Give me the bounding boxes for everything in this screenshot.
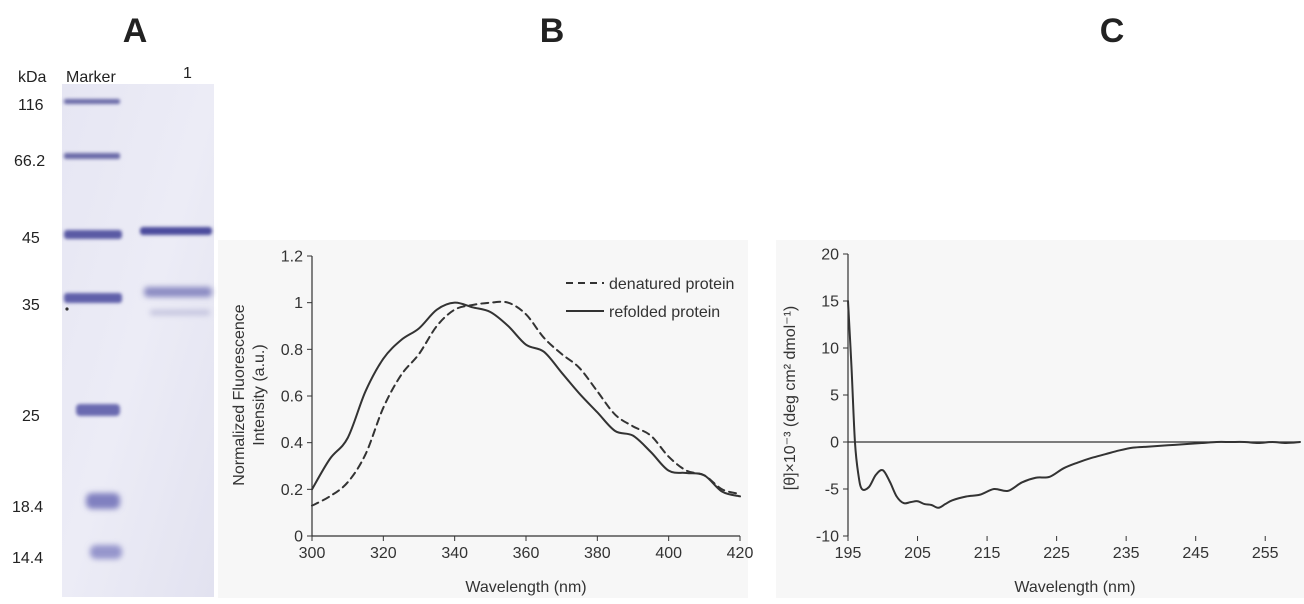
marker-size-label: 18.4 (12, 499, 43, 516)
marker-size-label: 35 (22, 297, 40, 314)
chart-c-y-tick-label: -10 (816, 529, 839, 546)
sample-band (140, 227, 212, 235)
chart-b-y-tick-label: 0.2 (281, 482, 303, 499)
gel-kda-label: kDa (18, 69, 47, 86)
chart-b-y-tick-label: 1 (294, 295, 303, 312)
gel-marker-label: Marker (66, 69, 116, 86)
chart-c-y-tick-label: 10 (821, 341, 839, 358)
marker-band (86, 493, 120, 509)
chart-c-x-axis-label: Wavelength (nm) (1014, 579, 1135, 596)
chart-b-x-tick-label: 420 (727, 545, 754, 562)
marker-band (64, 293, 122, 303)
chart-c-x-tick-label: 245 (1182, 545, 1209, 562)
marker-size-label: 25 (22, 408, 40, 425)
sample-band (144, 287, 212, 297)
marker-band (64, 230, 122, 239)
chart-b-plot-area: 0 0.2 0.4 0.6 0.8 1 1.2 300 320 340 360 380 400 420 (281, 249, 754, 563)
sample-band (150, 310, 210, 315)
chart-c-plot-area: -10 -5 0 5 10 15 20 195 205 215 225 235 245 255 (816, 247, 1301, 562)
chart-c-x-tick-label: 255 (1252, 545, 1279, 562)
marker-size-label: 45 (22, 230, 40, 247)
marker-band (64, 153, 120, 159)
chart-b-x-tick-label: 340 (441, 545, 468, 562)
chart-b-x-tick-label: 320 (370, 545, 397, 562)
panel-letter-a: A (123, 12, 148, 50)
chart-c-y-tick-label: 15 (821, 294, 839, 311)
panel-letter-b: B (540, 12, 565, 50)
chart-c-background (776, 240, 1304, 598)
chart-b-y-tick-label: 0.6 (281, 389, 303, 406)
chart-c: -10 -5 0 5 10 15 20 195 205 215 225 235 245 255 Wavel… (776, 240, 1304, 598)
gel-lane-label: 1 (183, 65, 192, 82)
chart-c-x-tick-label: 225 (1043, 545, 1070, 562)
chart-b-x-tick-label: 360 (513, 545, 540, 562)
chart-b-x-axis-label: Wavelength (nm) (465, 579, 586, 596)
chart-b-background (218, 240, 748, 598)
chart-b-y-tick-label: 0.8 (281, 342, 303, 359)
marker-size-label: 66.2 (14, 153, 45, 170)
chart-b-x-tick-label: 300 (299, 545, 326, 562)
chart-c-y-tick-label: 20 (821, 247, 839, 264)
chart-c-x-tick-label: 195 (835, 545, 862, 562)
chart-b: 0 0.2 0.4 0.6 0.8 1 1.2 300 320 340 360 380 400 420 W… (218, 240, 753, 598)
marker-band (90, 545, 122, 559)
marker-size-label: 116 (18, 97, 44, 114)
marker-size-label: 14.4 (12, 550, 43, 567)
chart-c-y-axis-label: [θ]×10⁻³ (deg cm² dmol⁻¹) (782, 306, 799, 491)
marker-band (64, 99, 120, 104)
chart-b-y-tick-label: 1.2 (281, 249, 303, 266)
chart-b-series-line-1 (311, 301, 741, 498)
gel-speck (65, 307, 69, 311)
chart-c-y-tick-label: 0 (830, 435, 839, 452)
chart-b-y-axis-label: Intensity (a.u.) (251, 344, 268, 445)
gel-panel: kDa Marker 1 116 66.2 45 35 25 18.4 14.4 (12, 65, 214, 597)
gel-image (62, 84, 214, 597)
chart-b-series-line-0 (311, 300, 741, 507)
legend-label-refolded: refolded protein (609, 304, 720, 321)
legend-label-denatured: denatured protein (609, 276, 734, 293)
chart-c-series-line-0 (847, 300, 1301, 509)
chart-b-x-tick-label: 380 (584, 545, 611, 562)
panel-letter-c: C (1100, 12, 1125, 50)
marker-band (76, 404, 120, 416)
chart-c-y-tick-label: -5 (825, 482, 839, 499)
chart-c-x-tick-label: 205 (904, 545, 931, 562)
chart-c-y-tick-label: 5 (830, 388, 839, 405)
chart-b-x-tick-label: 400 (655, 545, 682, 562)
chart-b-y-tick-label: 0.4 (281, 435, 303, 452)
chart-b-y-tick-label: 0 (294, 529, 303, 546)
chart-c-x-tick-label: 235 (1113, 545, 1140, 562)
chart-b-y-axis-label: Normalized Fluorescence (231, 304, 248, 486)
chart-c-x-tick-label: 215 (974, 545, 1001, 562)
